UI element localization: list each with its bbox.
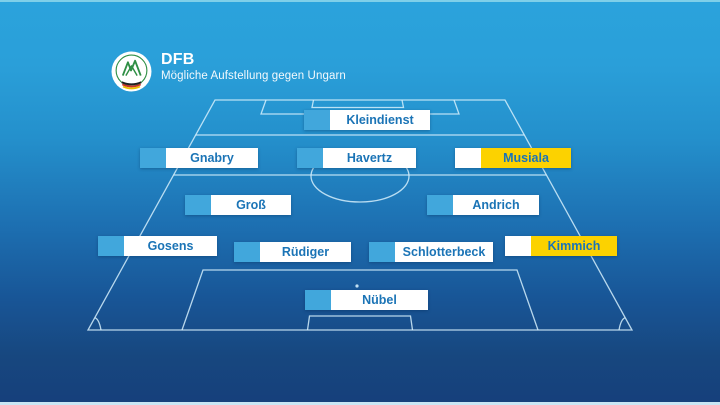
- penalty-spot: [355, 284, 359, 288]
- player-color-swatch: [234, 242, 260, 262]
- bottom-goal-area: [306, 315, 414, 331]
- player-name: Schlotterbeck: [395, 242, 493, 262]
- header-text: DFB Mögliche Aufstellung gegen Ungarn: [161, 51, 346, 82]
- player-color-swatch: [304, 110, 330, 130]
- player-chip: Kimmich: [505, 236, 617, 256]
- player-color-swatch: [98, 236, 124, 256]
- player-name: Gosens: [124, 236, 217, 256]
- player-chip: Gosens: [98, 236, 217, 256]
- player-name: Gnabry: [166, 148, 258, 168]
- player-chip: Kleindienst: [304, 110, 430, 130]
- player-color-swatch: [455, 148, 481, 168]
- top-edge-strip: [0, 0, 720, 2]
- player-name: Rüdiger: [260, 242, 351, 262]
- player-name: Kleindienst: [330, 110, 430, 130]
- player-chip: Gnabry: [140, 148, 258, 168]
- player-name: Havertz: [323, 148, 416, 168]
- player-chip: Groß: [185, 195, 291, 215]
- player-color-swatch: [305, 290, 331, 310]
- player-chip: Musiala: [455, 148, 571, 168]
- header: DFB Mögliche Aufstellung gegen Ungarn: [111, 51, 346, 92]
- page-subtitle: Mögliche Aufstellung gegen Ungarn: [161, 70, 346, 82]
- player-color-swatch: [427, 195, 453, 215]
- player-color-swatch: [369, 242, 395, 262]
- bottom-edge-strip: [0, 402, 720, 405]
- player-color-swatch: [297, 148, 323, 168]
- player-chip: Andrich: [427, 195, 539, 215]
- player-chip: Havertz: [297, 148, 416, 168]
- corner-arc-left: [94, 317, 102, 331]
- bottom-penalty-area: [181, 269, 539, 331]
- player-name: Musiala: [481, 148, 571, 168]
- player-color-swatch: [140, 148, 166, 168]
- player-name: Kimmich: [531, 236, 617, 256]
- player-name: Groß: [211, 195, 291, 215]
- corner-arc-right: [618, 317, 626, 331]
- player-chip: Schlotterbeck: [369, 242, 493, 262]
- top-goal-area: [311, 99, 405, 109]
- dfb-crest-icon: [111, 51, 152, 92]
- page-title: DFB: [161, 51, 195, 68]
- player-name: Andrich: [453, 195, 539, 215]
- player-color-swatch: [505, 236, 531, 256]
- player-name: Nübel: [331, 290, 428, 310]
- player-chip: Rüdiger: [234, 242, 351, 262]
- player-chip: Nübel: [305, 290, 428, 310]
- player-color-swatch: [185, 195, 211, 215]
